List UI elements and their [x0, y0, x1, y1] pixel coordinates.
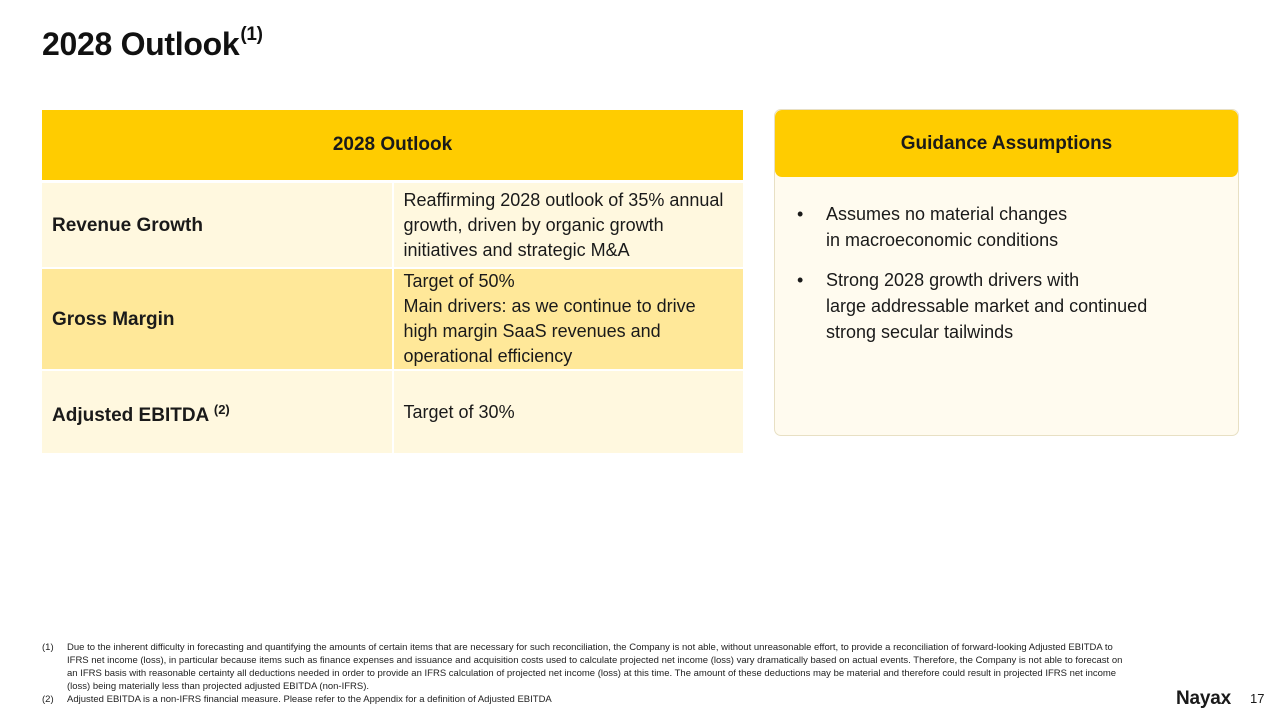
slide-title-text: 2028 Outlook [42, 26, 240, 62]
guidance-card: Guidance Assumptions • Assumes no materi… [774, 109, 1239, 436]
outlook-row-label-text: Revenue Growth [52, 214, 203, 236]
bullet-icon: • [797, 204, 804, 224]
guidance-header: Guidance Assumptions [775, 110, 1238, 177]
guidance-item-line: Strong 2028 growth drivers with [826, 270, 1080, 290]
page-number: 17 [1250, 691, 1265, 706]
guidance-item-line: large addressable market and continued [826, 296, 1148, 316]
outlook-table: 2028 Outlook Revenue Growth Reaffirming … [42, 110, 743, 455]
bullet-icon: • [797, 270, 804, 290]
guidance-item-text: Strong 2028 growth drivers with large ad… [826, 267, 1147, 345]
outlook-row-label-text: Gross Margin [52, 308, 175, 330]
footnote-number: (1) [42, 642, 54, 653]
footnote-text: Due to the inherent difficulty in foreca… [67, 642, 1123, 692]
outlook-table-header: 2028 Outlook [42, 110, 743, 183]
outlook-row-value: Target of 50% Main drivers: as we contin… [392, 268, 743, 371]
guidance-item-line: strong secular tailwinds [826, 322, 1014, 342]
guidance-item-text: Assumes no material changes in macroecon… [826, 201, 1067, 253]
outlook-row-revenue-growth: Revenue Growth Reaffirming 2028 outlook … [42, 181, 743, 269]
outlook-row-label: Adjusted EBITDA (2) [42, 370, 394, 455]
guidance-item-line: in macroeconomic conditions [826, 230, 1059, 250]
outlook-row-value-line: Target of 50% [403, 271, 515, 291]
outlook-row-label: Revenue Growth [42, 181, 394, 269]
outlook-row-value-line: Reaffirming 2028 outlook of 35% annual g… [403, 189, 724, 260]
guidance-item-line: Assumes no material changes [826, 204, 1068, 224]
guidance-list: • Assumes no material changes in macroec… [775, 201, 1238, 345]
footnote-1: (1) Due to the inherent difficulty in fo… [42, 641, 1132, 693]
slide-title: 2028 Outlook(1) [42, 24, 263, 63]
outlook-row-adjusted-ebitda: Adjusted EBITDA (2) Target of 30% [42, 370, 743, 455]
outlook-row-label: Gross Margin [42, 268, 394, 371]
outlook-row-value-line: Target of 30% [403, 401, 515, 422]
outlook-row-label-text: Adjusted EBITDA [52, 404, 209, 426]
outlook-row-value: Reaffirming 2028 outlook of 35% annual g… [392, 181, 743, 269]
slide-title-footnote-ref: (1) [240, 24, 263, 45]
footnote-text: Adjusted EBITDA is a non-IFRS financial … [67, 694, 552, 705]
outlook-row-value-line: Main drivers: as we continue to drive hi… [403, 296, 696, 366]
footnotes: (1) Due to the inherent difficulty in fo… [42, 641, 1132, 706]
outlook-row-label-footnote-ref: (2) [213, 401, 230, 417]
outlook-table-header-row: 2028 Outlook [42, 110, 743, 183]
nayax-logo: Nayax [1176, 688, 1231, 709]
outlook-row-value: Target of 30% [392, 370, 743, 455]
guidance-item: • Strong 2028 growth drivers with large … [791, 267, 1238, 345]
footnote-number: (2) [42, 694, 54, 705]
guidance-item: • Assumes no material changes in macroec… [791, 201, 1238, 253]
outlook-row-gross-margin: Gross Margin Target of 50% Main drivers:… [42, 268, 743, 371]
footnote-2: (2) Adjusted EBITDA is a non-IFRS financ… [42, 693, 1132, 706]
